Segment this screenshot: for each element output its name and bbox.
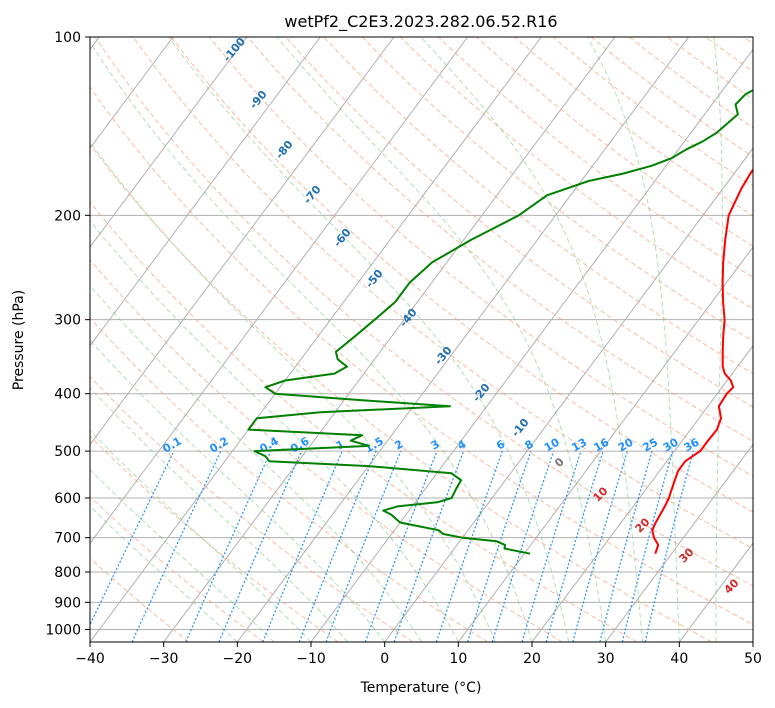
x-tick-label: −10 (296, 651, 326, 667)
moist-adiabat (90, 468, 275, 642)
mixing-ratio-line (435, 450, 503, 642)
mixing-ratio-line (545, 450, 604, 642)
dry-adiabat (247, 37, 753, 442)
x-tick-label: 10 (449, 651, 467, 667)
x-tick-label: 20 (523, 651, 541, 667)
isotherm-gridline (605, 443, 753, 642)
isotherm-gridline (236, 37, 690, 642)
x-axis: −40 −30 −20 −10 0 10 20 30 40 50 (75, 642, 762, 667)
mixing-ratio-line (218, 450, 303, 642)
mixing-ratio-line (131, 450, 222, 642)
profiles (247, 88, 753, 555)
mixing-ratio-line (521, 450, 582, 642)
dry-adiabat (90, 258, 563, 642)
dry-adiabat (90, 201, 638, 642)
isotherm-gridline (90, 37, 321, 347)
dry-adiabat (90, 317, 488, 642)
mixing-ratio-line (262, 450, 343, 642)
y-axis-label: Pressure (hPa) (11, 290, 27, 390)
y-axis: 100 200 300 400 500 600 700 800 900 1000 (45, 30, 90, 638)
moist-adiabat (90, 387, 349, 642)
moist-adiabat (90, 41, 533, 642)
y-tick-label: 400 (54, 387, 81, 403)
y-tick-label: 200 (54, 208, 81, 224)
x-tick-label: 30 (597, 651, 615, 667)
moist-adiabat (90, 429, 312, 642)
mixing-ratio-line (599, 450, 653, 642)
dry-adiabat (361, 37, 753, 342)
dry-adiabat (170, 37, 753, 513)
y-tick-label: 1000 (45, 622, 81, 638)
isotherm-gridline (384, 147, 753, 642)
x-tick-label: −30 (149, 651, 179, 667)
moist-adiabat (276, 37, 607, 642)
mixing-ratio-line (185, 450, 272, 642)
mixing-ratio-line (325, 450, 402, 642)
moist-adiabat (168, 37, 570, 642)
y-tick-label: 300 (54, 313, 81, 329)
dewpoint-profile (247, 88, 753, 555)
x-tick-label: 0 (380, 651, 389, 667)
mixing-ratio-line (572, 450, 628, 642)
isotherm-gridline (457, 246, 753, 642)
x-axis-label: Temperature (°C) (360, 680, 482, 696)
y-tick-label: 100 (54, 30, 81, 46)
mixing-ratio-line (466, 450, 532, 642)
moist-adiabat (420, 37, 643, 642)
dry-adiabat (90, 375, 414, 642)
plot-area: 0.1 0.2 0.4 0.6 1 1.5 2 3 4 6 8 10 13 16 20 25 30 36-100-… (90, 37, 753, 642)
y-tick-label: 500 (54, 444, 81, 460)
dry-adiabat (209, 37, 753, 477)
mixing-ratio-line (621, 450, 674, 642)
mixing-ratio-line (644, 450, 694, 642)
dry-adiabat (399, 37, 753, 310)
y-tick-label: 800 (54, 565, 81, 581)
dry-adiabat (90, 557, 190, 642)
dry-adiabat (90, 435, 339, 642)
y-tick-label: 700 (54, 531, 81, 547)
chart-title: wetPf2_C2E3.2023.282.06.52.R16 (284, 12, 557, 32)
mixing-ratio-line (491, 450, 555, 642)
mixing-ratio-line (298, 450, 377, 642)
y-tick-label: 600 (54, 491, 81, 507)
x-tick-label: 40 (670, 651, 688, 667)
background-lines (90, 37, 753, 642)
moist-adiabat (90, 284, 422, 642)
mixing-ratio-line (393, 450, 465, 642)
x-tick-label: 50 (744, 651, 762, 667)
plot-frame (89, 36, 754, 643)
isotherm-gridline (90, 37, 395, 446)
temperature-profile (651, 168, 753, 555)
mixing-ratio-line (364, 450, 438, 642)
x-tick-label: −40 (75, 651, 105, 667)
y-tick-label: 900 (54, 595, 81, 611)
isotherm-gridline (90, 37, 174, 150)
isotherm-gridline (90, 37, 469, 545)
x-tick-label: −20 (223, 651, 253, 667)
dry-adiabat (90, 86, 753, 626)
isotherm-gridline (163, 37, 616, 642)
isotherm-gridline (90, 37, 248, 248)
moist-adiabat (90, 140, 496, 642)
isotherm-gridline (531, 344, 753, 642)
dry-adiabat (132, 37, 753, 550)
moist-adiabat (90, 219, 459, 642)
